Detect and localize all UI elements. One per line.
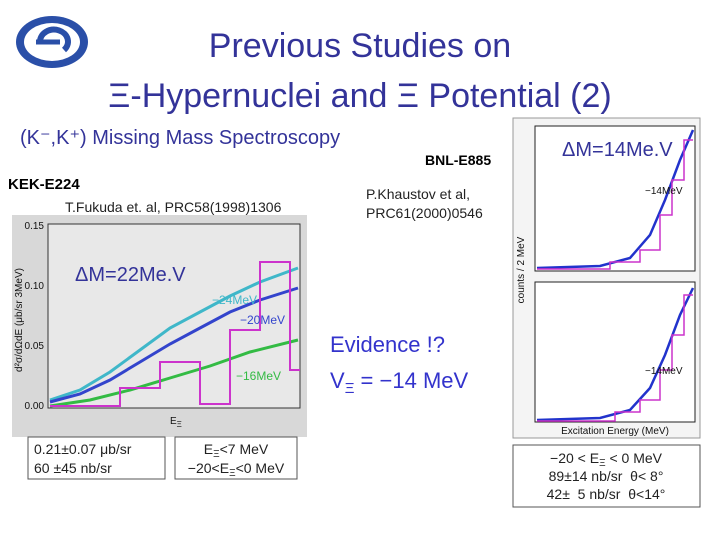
text-part: < 0 MeV	[606, 450, 663, 466]
x-axis-label: EΞ	[170, 416, 182, 429]
info-box	[27, 436, 166, 480]
text-part: E	[170, 416, 177, 427]
curve-label: −14MeV	[645, 186, 683, 197]
subtitle: (K⁻,K⁺) Missing Mass Spectroscopy	[20, 127, 340, 149]
potential: VΞ = −14 MeV	[330, 368, 469, 397]
box-line: 0.21±0.07 μb/sr	[34, 441, 132, 457]
kek-figure: 0.15 0.10 0.05 0.00 d²σ/dΩdE (μb/sr 3MeV…	[12, 215, 307, 437]
text-part: V	[330, 368, 345, 393]
text-part: Ξ	[599, 458, 606, 469]
experiment-label: BNL-E885	[425, 152, 491, 168]
y-axis-label: counts / 2 MeV	[516, 236, 527, 303]
curve	[49, 338, 299, 408]
text-part: = −14 MeV	[354, 368, 468, 393]
x-axis-label: Excitation Energy (MeV)	[561, 426, 669, 437]
resolution-label: ΔM=22Me.V	[75, 264, 186, 286]
reference: T.Fukuda et. al, PRC58(1998)1306	[65, 199, 282, 215]
text-part: Ξ	[229, 468, 236, 479]
logo-mark	[37, 26, 71, 53]
box-line: 60 ±45 nb/sr	[34, 460, 112, 476]
logo	[16, 16, 88, 68]
text-part: <0 MeV	[236, 460, 285, 476]
y-tick-label: 0.10	[25, 281, 45, 292]
y-axis-label: d²σ/dΩdE (μb/sr 3MeV)	[14, 268, 25, 372]
text-part: Ξ	[213, 449, 220, 460]
box-line: 42± 5 nb/sr θ<14°	[547, 486, 666, 502]
histogram	[50, 261, 300, 407]
histogram	[537, 139, 693, 270]
text-part: E	[204, 441, 213, 457]
reference: PRC61(2000)0546	[366, 205, 483, 221]
box-line: −20<EΞ<0 MeV	[188, 460, 285, 479]
y-tick-label: 0.05	[25, 341, 45, 352]
curve-label: −14MeV	[645, 366, 683, 377]
curve-label: −20MeV	[240, 313, 285, 327]
box-line: EΞ<7 MeV	[204, 441, 269, 460]
curve-label: −16MeV	[236, 369, 281, 383]
info-box	[512, 444, 701, 508]
text-part: −20 < E	[550, 450, 599, 466]
experiment-label: KEK-E224	[8, 176, 80, 193]
text-part: Ξ	[177, 420, 182, 429]
title: Ξ-Hypernuclei and Ξ Potential (2)	[108, 77, 611, 115]
curve	[536, 129, 695, 270]
text-part: <7 MeV	[220, 441, 269, 457]
curve	[49, 266, 299, 402]
box-line: −20 < EΞ < 0 MeV	[550, 450, 663, 469]
curve	[536, 287, 695, 422]
evidence: Evidence !?	[330, 332, 445, 357]
resolution-label: ΔM=14Me.V	[562, 139, 673, 161]
reference: P.Khaustov et al,	[366, 186, 470, 202]
curve	[49, 286, 299, 404]
text-part: −20<E	[188, 460, 229, 476]
curve-label: −24MeV	[212, 293, 257, 307]
histogram	[537, 294, 693, 422]
info-box	[174, 436, 298, 480]
box-line: 89±14 nb/sr θ< 8°	[549, 468, 664, 484]
y-tick-label: 0.15	[25, 221, 45, 232]
bnl-figure: counts / 2 MeV −14MeV −14MeV Excitation …	[512, 117, 701, 439]
plot-frame	[534, 125, 696, 272]
text-part: Ξ	[345, 380, 355, 397]
plot-frame	[534, 281, 696, 423]
title: Previous Studies on	[209, 27, 511, 65]
y-tick-label: 0.00	[25, 401, 45, 412]
